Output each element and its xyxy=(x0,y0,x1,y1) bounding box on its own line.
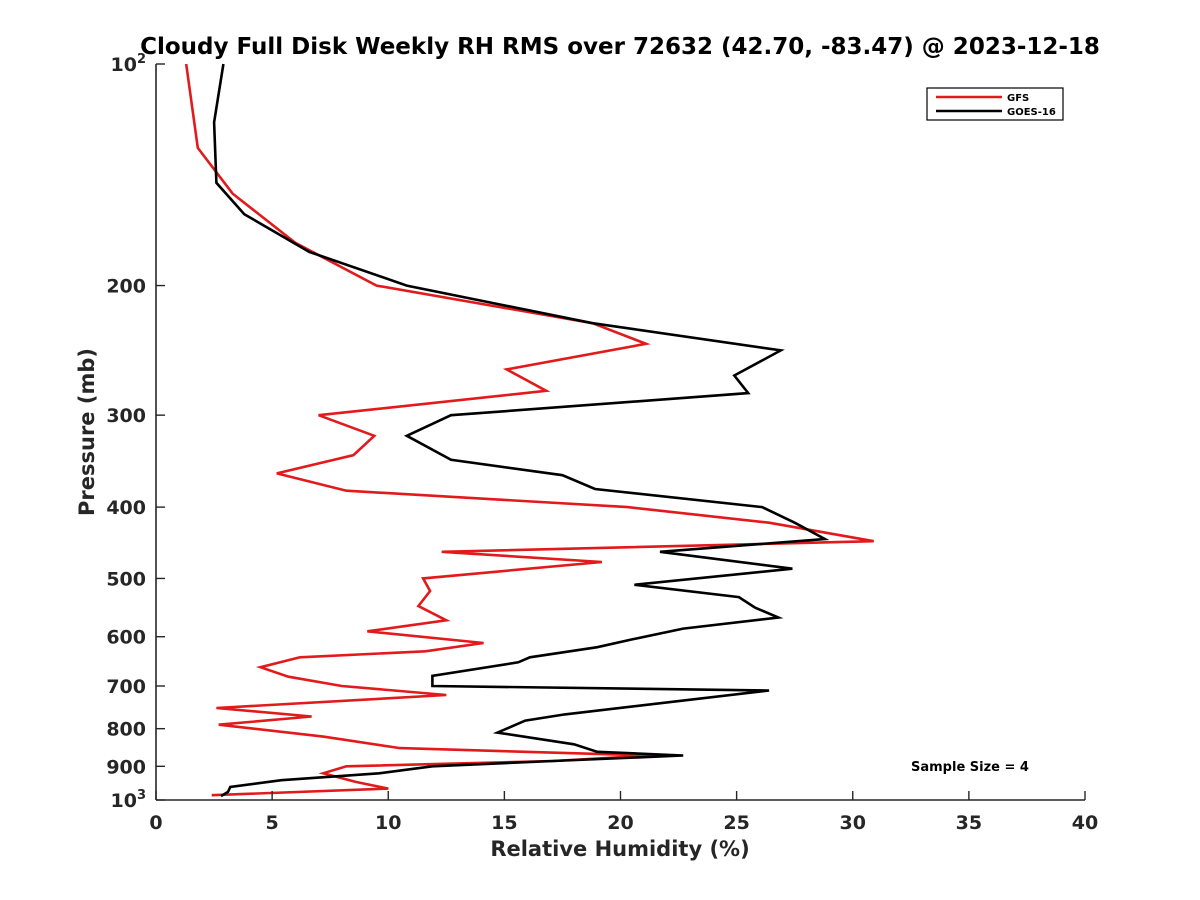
legend-label-gfs: GFS xyxy=(1007,93,1029,104)
y-tick-label: 300 xyxy=(106,405,146,427)
legend: GFS GOES-16 xyxy=(926,87,1064,121)
legend-box xyxy=(926,87,1064,121)
y-tick-label: 102 xyxy=(111,52,147,76)
x-tick-label: 0 xyxy=(149,812,162,834)
legend-label-goes-16: GOES-16 xyxy=(1007,107,1056,118)
x-tick-label: 15 xyxy=(491,812,517,834)
y-tick-label: 500 xyxy=(106,568,146,590)
axes-layer: 0 5 10 15 20 25 30 35 40 102 200 300 400 500 600 700 800… xyxy=(106,52,1098,834)
x-tick-label: 30 xyxy=(840,812,866,834)
chart-title: Cloudy Full Disk Weekly RH RMS over 7263… xyxy=(140,34,1100,60)
x-tick-label: 25 xyxy=(723,812,749,834)
series-layer xyxy=(184,63,874,798)
x-tick-label: 10 xyxy=(375,812,401,834)
x-axis-label: Relative Humidity (%) xyxy=(490,837,749,861)
y-tick-label: 400 xyxy=(106,497,146,519)
series-line-gfs xyxy=(184,63,874,797)
series-line-goes-16 xyxy=(212,63,830,798)
x-tick-label: 40 xyxy=(1072,812,1098,834)
y-tick-label: 900 xyxy=(106,756,146,778)
y-tick-label: 600 xyxy=(106,627,146,649)
y-tick-label: 103 xyxy=(111,788,147,812)
x-tick-label: 5 xyxy=(266,812,279,834)
y-tick-label: 200 xyxy=(106,276,146,298)
y-tick-label: 700 xyxy=(106,676,146,698)
x-tick-label: 20 xyxy=(607,812,633,834)
y-axis-label: Pressure (mb) xyxy=(75,348,99,516)
sample-size-annotation: Sample Size = 4 xyxy=(911,760,1029,775)
x-tick-label: 35 xyxy=(956,812,982,834)
y-tick-label: 800 xyxy=(106,719,146,741)
